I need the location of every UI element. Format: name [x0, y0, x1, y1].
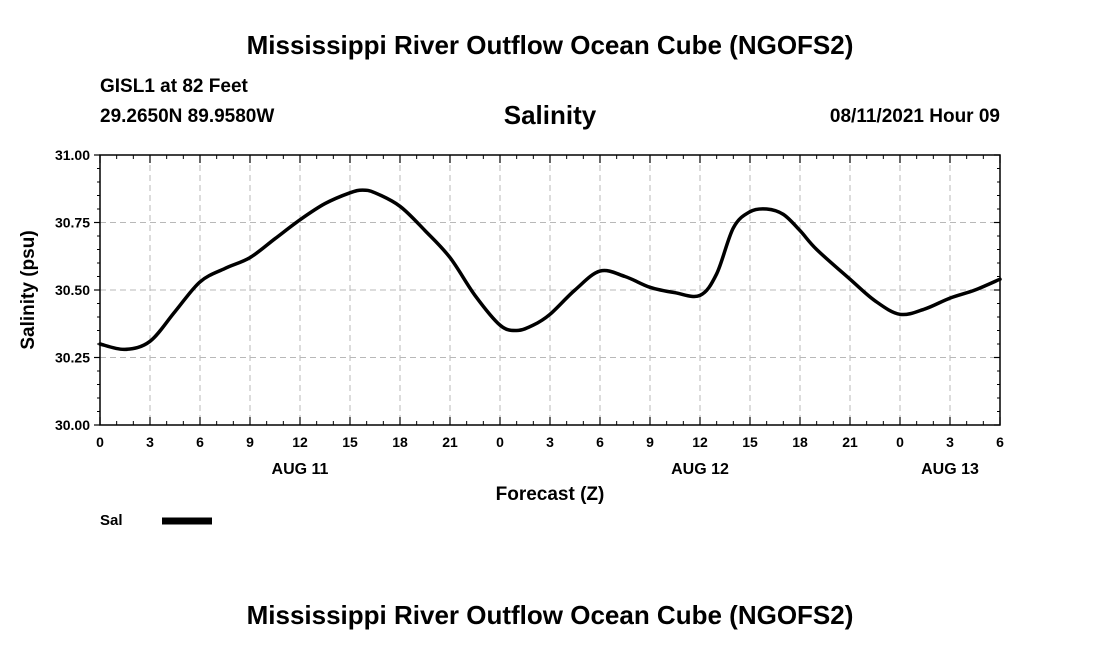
x-tick-label: 6: [996, 434, 1004, 450]
x-tick-label: 18: [792, 434, 808, 450]
date-label: AUG 12: [671, 461, 729, 478]
footer-title: Mississippi River Outflow Ocean Cube (NG…: [246, 600, 854, 630]
label-layer: 0 3 6 9 12 15 18 21 0 3 6 9 12 15 18 21 0 3 6 30.00 30.25 30.…: [18, 147, 1004, 505]
date-label: AUG 13: [921, 461, 979, 478]
x-tick-label: 9: [246, 434, 254, 450]
y-axis-title: Salinity (psu): [18, 230, 39, 349]
forecast-datetime: 08/11/2021 Hour 09: [829, 106, 1000, 127]
x-tick-label: 12: [292, 434, 308, 450]
tick-layer: [94, 154, 1001, 426]
station-coordinates: 29.2650N 89.9580W: [100, 106, 275, 127]
y-tick-label: 30.00: [55, 417, 90, 433]
x-tick-label: 3: [946, 434, 954, 450]
y-tick-label: 30.75: [55, 215, 90, 231]
x-tick-label: 15: [342, 434, 358, 450]
x-tick-label: 6: [196, 434, 204, 450]
x-axis-title: Forecast (Z): [496, 484, 605, 505]
x-tick-label: 9: [646, 434, 654, 450]
x-tick-label: 15: [742, 434, 758, 450]
main-title: Mississippi River Outflow Ocean Cube (NG…: [246, 30, 854, 60]
date-label: AUG 11: [272, 461, 329, 478]
x-tick-label: 18: [392, 434, 408, 450]
legend-label: Sal: [100, 512, 123, 529]
x-tick-label: 0: [496, 434, 504, 450]
y-tick-label: 31.00: [55, 147, 90, 163]
grid-layer: [100, 155, 1000, 425]
y-tick-label: 30.50: [55, 282, 90, 298]
x-tick-label: 3: [546, 434, 554, 450]
series-line-sal: [98, 188, 1002, 352]
x-tick-label: 21: [842, 434, 858, 450]
series-layer: [98, 188, 1002, 352]
variable-title: Salinity: [503, 100, 597, 130]
x-tick-label: 3: [146, 434, 154, 450]
station-label: GISL1 at 82 Feet: [100, 76, 248, 97]
x-tick-label: 0: [896, 434, 904, 450]
x-tick-label: 0: [96, 434, 104, 450]
y-tick-label: 30.25: [55, 350, 90, 366]
x-tick-label: 6: [596, 434, 604, 450]
x-tick-label: 12: [692, 434, 708, 450]
legend-layer: Sal: [100, 512, 212, 529]
x-tick-label: 21: [442, 434, 458, 450]
